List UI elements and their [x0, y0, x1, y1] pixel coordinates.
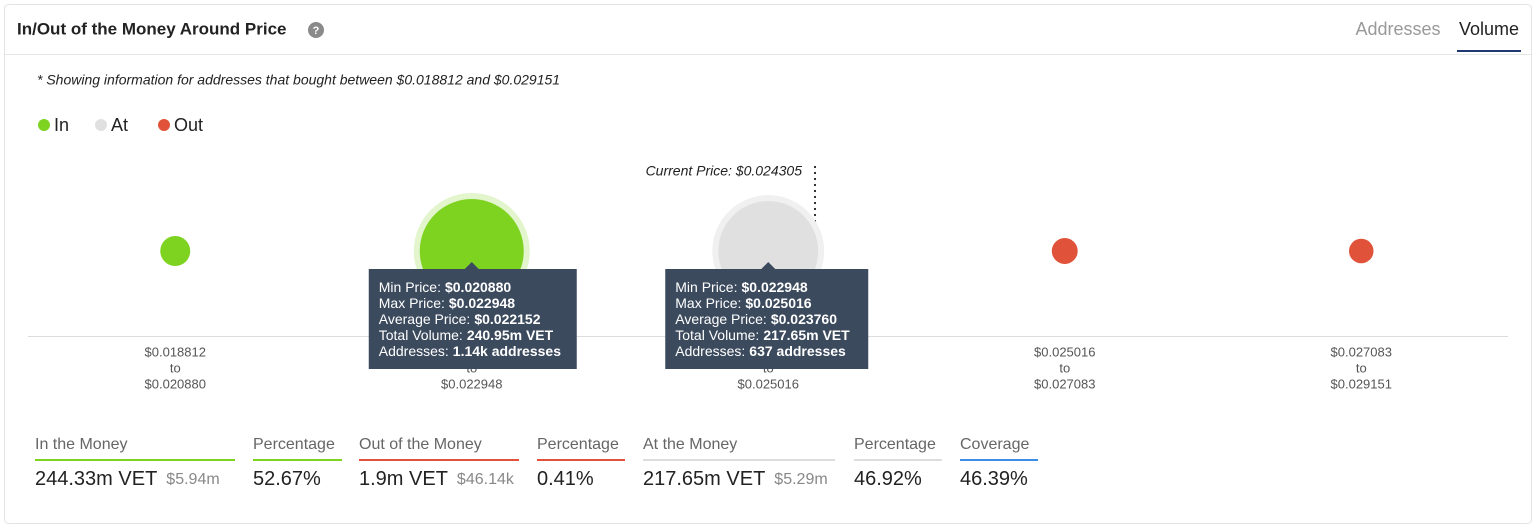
- tooltip-value: 217.65m VET: [763, 327, 850, 343]
- tooltip-line: Min Price: $0.020880: [379, 279, 512, 295]
- tooltip-label: Min Price:: [675, 279, 737, 295]
- summary-main: 52.67%: [253, 468, 321, 490]
- tooltip-line: Min Price: $0.022948: [675, 279, 808, 295]
- summary-sub: $5.94m: [166, 471, 219, 488]
- tooltip-value: $0.025016: [745, 295, 811, 311]
- summary-underline: [643, 459, 835, 461]
- summary-sub: $5.29m: [774, 471, 827, 488]
- summary-main: 46.39%: [960, 468, 1028, 490]
- tooltip-label: Max Price:: [379, 295, 445, 311]
- current-price-label: Current Price: $0.024305: [646, 163, 803, 179]
- bubble[interactable]: [1348, 238, 1374, 264]
- tooltip-value: $0.022152: [474, 311, 540, 327]
- tooltip-value: 1.14k addresses: [453, 343, 561, 359]
- range-label: $0.018812: [145, 344, 206, 359]
- range-label: to: [1059, 360, 1070, 375]
- tooltip-line: Total Volume: 217.65m VET: [675, 327, 850, 343]
- summary-label: Out of the Money: [359, 436, 482, 453]
- summary-label: Coverage: [960, 436, 1029, 453]
- range-label: $0.027083: [1331, 344, 1392, 359]
- tooltip-value: 637 addresses: [749, 343, 846, 359]
- range-label: $0.020880: [145, 376, 206, 391]
- summary-main: 1.9m VET: [359, 468, 448, 490]
- tooltip-box: [368, 262, 577, 369]
- tooltip-value: $0.022948: [741, 279, 807, 295]
- tooltip-line: Addresses: 637 addresses: [675, 343, 846, 359]
- summary-sub: $46.14k: [457, 471, 515, 488]
- summary-underline: [359, 459, 519, 461]
- tooltip-value: $0.023760: [771, 311, 837, 327]
- help-icon[interactable]: ?: [308, 22, 324, 38]
- legend-label[interactable]: In: [54, 115, 69, 135]
- tooltip-value: $0.020880: [445, 279, 511, 295]
- legend-dot: [38, 119, 50, 131]
- summary-value: 244.33m VET $5.94m: [35, 468, 220, 490]
- tooltip-label: Addresses:: [675, 343, 745, 359]
- title: In/Out of the Money Around Price: [17, 19, 287, 38]
- tooltip-label: Average Price:: [675, 311, 767, 327]
- range-label: to: [170, 360, 181, 375]
- tooltip-line: Average Price: $0.023760: [675, 311, 837, 327]
- summary-label: At the Money: [643, 436, 737, 453]
- tooltip-label: Addresses:: [379, 343, 449, 359]
- range-label: $0.029151: [1331, 376, 1392, 391]
- help-mark[interactable]: ?: [313, 25, 320, 37]
- tooltip-box: [665, 262, 869, 369]
- summary-value: 0.41%: [537, 468, 594, 490]
- tooltip-line: Average Price: $0.022152: [379, 311, 541, 327]
- range-label: $0.022948: [441, 376, 502, 391]
- tooltip-line: Max Price: $0.022948: [379, 295, 516, 311]
- tab[interactable]: Addresses: [1355, 19, 1440, 39]
- summary-value: 217.65m VET $5.29m: [643, 468, 828, 490]
- summary-main: 244.33m VET: [35, 468, 157, 490]
- summary-underline: [35, 459, 235, 461]
- range-label: $0.027083: [1034, 376, 1095, 391]
- tooltip-value: $0.022948: [449, 295, 515, 311]
- legend-dot: [158, 119, 170, 131]
- tooltip-label: Max Price:: [675, 295, 741, 311]
- summary-main: 46.92%: [854, 468, 922, 490]
- summary-value: 52.67%: [253, 468, 321, 490]
- legend-label[interactable]: Out: [174, 115, 203, 135]
- summary-underline: [253, 459, 342, 461]
- bubble[interactable]: [1051, 238, 1078, 264]
- range-label: $0.025016: [738, 376, 799, 391]
- summary-label: Percentage: [253, 436, 335, 453]
- summary-main: 217.65m VET: [643, 468, 765, 490]
- help-circle[interactable]: [308, 22, 324, 38]
- note: * Showing information for addresses that…: [37, 72, 560, 88]
- summary-value: 46.92%: [854, 468, 922, 490]
- summary-underline: [537, 459, 625, 461]
- tooltip-line: Max Price: $0.025016: [675, 295, 812, 311]
- bubble[interactable]: [160, 236, 191, 266]
- summary-underline: [960, 459, 1038, 461]
- summary-label: Percentage: [537, 436, 619, 453]
- tooltip-label: Total Volume:: [379, 327, 463, 343]
- legend-label[interactable]: At: [111, 115, 128, 135]
- summary-label: In the Money: [35, 436, 128, 453]
- summary-underline: [854, 459, 942, 461]
- tab-underline: [1457, 50, 1521, 52]
- summary-main: 0.41%: [537, 468, 594, 490]
- tooltip-value: 240.95m VET: [467, 327, 554, 343]
- tooltip-label: Average Price:: [379, 311, 471, 327]
- range-label: to: [1356, 360, 1367, 375]
- tooltip-line: Total Volume: 240.95m VET: [379, 327, 554, 343]
- summary-value: 1.9m VET $46.14k: [359, 468, 515, 490]
- tooltip-label: Min Price:: [379, 279, 441, 295]
- summary-label: Percentage: [854, 436, 936, 453]
- range-label: $0.025016: [1034, 344, 1095, 359]
- tooltip-line: Addresses: 1.14k addresses: [379, 343, 561, 359]
- summary-value: 46.39%: [960, 468, 1028, 490]
- tab[interactable]: Volume: [1459, 19, 1519, 39]
- legend-dot: [95, 119, 107, 131]
- tooltip-label: Total Volume:: [675, 327, 759, 343]
